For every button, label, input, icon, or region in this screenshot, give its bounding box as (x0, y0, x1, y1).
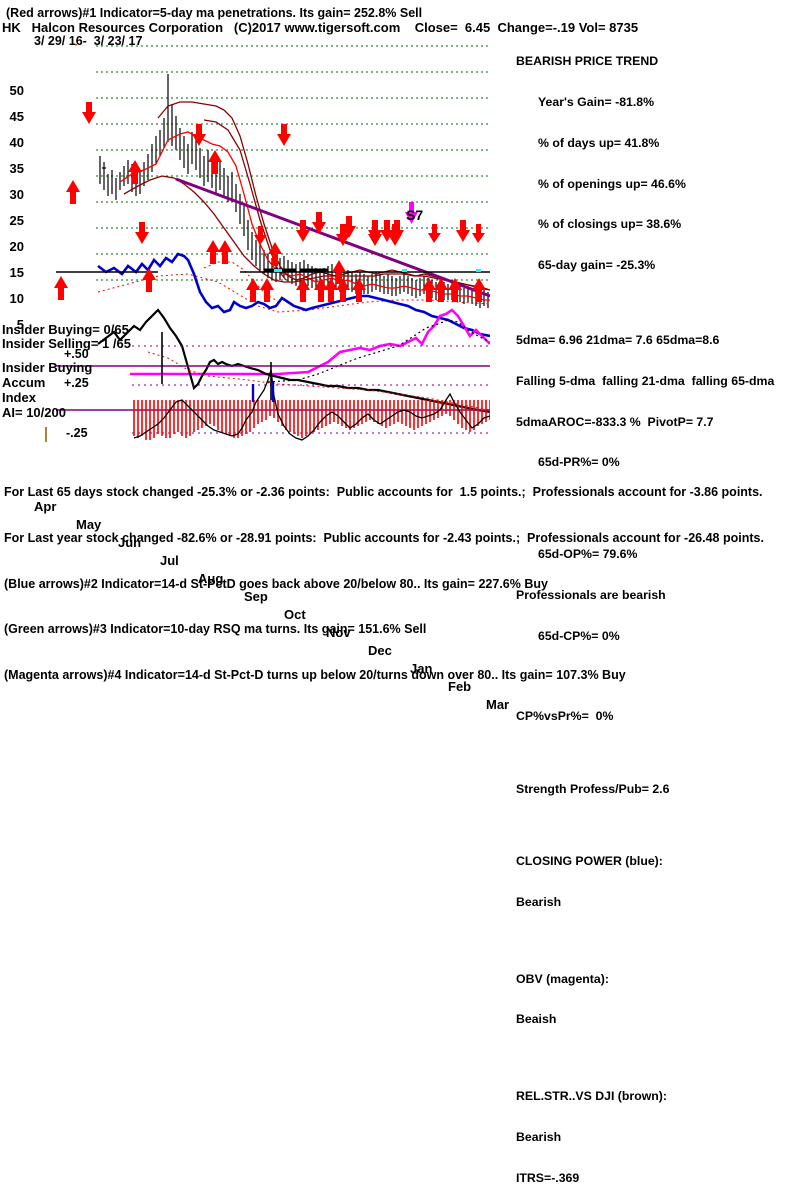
pr65: 65d-PR%= 0% (538, 455, 620, 470)
obv-line (130, 308, 490, 376)
closing-power-value: Bearish (516, 894, 562, 909)
insider-buying-count-label: Insider Buying= 0/65 (2, 322, 129, 337)
y-axis-tick-35: 35 (9, 161, 24, 176)
s7-label: S7 (406, 207, 424, 223)
panel-title: BEARISH PRICE TREND (516, 54, 659, 69)
buy-arrows (54, 150, 486, 302)
red-dotted-band-2 (203, 261, 281, 303)
gain-65day: 65-day gain= -25.3% (538, 258, 656, 273)
obv-value: Beaish (516, 1012, 557, 1027)
scale-minus25-label: -.25 (66, 426, 88, 440)
y-axis-tick-20: 20 (9, 239, 24, 254)
s7-signal-arrow (405, 202, 418, 224)
y-axis-tick-10: 10 (9, 291, 24, 306)
x-tick-jun: Jun (118, 535, 142, 550)
obv-title: OBV (magenta): (516, 971, 609, 986)
professionals-status: Professionals are bearish (516, 588, 666, 603)
scale-plus25-label: +.25 (64, 376, 89, 390)
chart-plot-svg (45, 44, 490, 442)
dma-values: 5dma= 6.96 21dma= 7.6 65dma=8.6 (516, 333, 720, 348)
relstr-value: Bearish (516, 1130, 562, 1145)
footer-line-65day: For Last 65 days stock changed -25.3% or… (4, 485, 763, 500)
accum-spikes (251, 362, 275, 402)
red-dotted-band (97, 273, 490, 313)
price-bars (99, 74, 233, 202)
x-tick-aug: Aug (198, 571, 224, 586)
index-label: Index (2, 390, 36, 405)
years-gain: Year's Gain= -81.8% (538, 94, 655, 109)
date-range-label: 3/ 29/ 16- 3/ 23/ 17 (34, 34, 143, 48)
footer-line-indicator4: (Magenta arrows)#4 Indicator=14-d St-Pct… (4, 667, 626, 682)
x-tick-mar: Mar (486, 697, 510, 712)
header-marker-arrow (74, 44, 78, 46)
y-axis-tick-5: 5 (16, 317, 24, 332)
aroc-pivot: 5dmaAROC=-833.3 % PivotP= 7.7 (516, 414, 714, 429)
price-chart[interactable]: 50 45 40 35 30 25 20 15 10 5 (0, 44, 509, 712)
footer-summary: For Last 65 days stock changed -25.3% or… (4, 455, 800, 698)
accum-label: Accum (2, 375, 46, 390)
x-tick-jul: Jul (160, 553, 179, 568)
closing-power-line (97, 252, 490, 338)
x-tick-apr: Apr (34, 499, 57, 514)
rel-str-line (97, 308, 490, 414)
resistance-trendline (175, 177, 490, 298)
y-axis-tick-40: 40 (9, 135, 24, 150)
insider-buying-label: Insider Buying (2, 360, 93, 375)
pct-closings-up: % of closings up= 38.6% (538, 217, 682, 232)
obv-ma-dotted (267, 319, 490, 383)
footer-line-year: For Last year stock changed -82.6% or -2… (4, 531, 764, 546)
y-axis-tick-45: 45 (9, 109, 24, 124)
footer-line-indicator2: (Blue arrows)#2 Indicator=14-d St-PctD g… (4, 576, 548, 591)
ai-label: AI= 10/200 (2, 405, 66, 420)
accum-index-line (133, 369, 490, 441)
ma-21day-line (157, 101, 490, 291)
dma-trend: Falling 5-dma falling 21-dma falling 65-… (516, 373, 775, 388)
pct-openings-up: % of openings up= 46.6% (538, 176, 686, 191)
sell-arrows (82, 102, 485, 246)
op65: 65d-OP%= 79.6% (538, 547, 638, 562)
relstr-title: REL.STR..VS DJI (brown): (516, 1089, 667, 1104)
indicator-1-header: (Red arrows)#1 Indicator=5-day ma penetr… (6, 6, 423, 20)
pct-days-up: % of days up= 41.8% (538, 135, 660, 150)
x-tick-may: May (76, 517, 102, 532)
footer-line-indicator3: (Green arrows)#3 Indicator=10-day RSQ ma… (4, 622, 427, 637)
gridlines (96, 45, 490, 281)
insider-selling-count-label: Insider Selling= 1 /65 (2, 336, 131, 351)
itrs-value: ITRS=-.369 (516, 1170, 580, 1185)
y-axis-tick-50: 50 (9, 83, 24, 98)
rel-str-dotted (147, 351, 490, 411)
closing-power-title: CLOSING POWER (blue): (516, 853, 663, 868)
scale-plus50-label: +.50 (64, 347, 89, 361)
ma-65day-line (123, 175, 490, 291)
ticker-header: HK Halcon Resources Corporation (C)2017 … (2, 20, 639, 35)
cp-vs-pr: CP%vsPr%= 0% (516, 708, 614, 723)
y-axis-tick-15: 15 (9, 265, 24, 280)
strength-profess-pub: Strength Profess/Pub= 2.6 (516, 781, 670, 796)
y-axis-tick-30: 30 (9, 187, 24, 202)
y-axis-tick-25: 25 (9, 213, 24, 228)
